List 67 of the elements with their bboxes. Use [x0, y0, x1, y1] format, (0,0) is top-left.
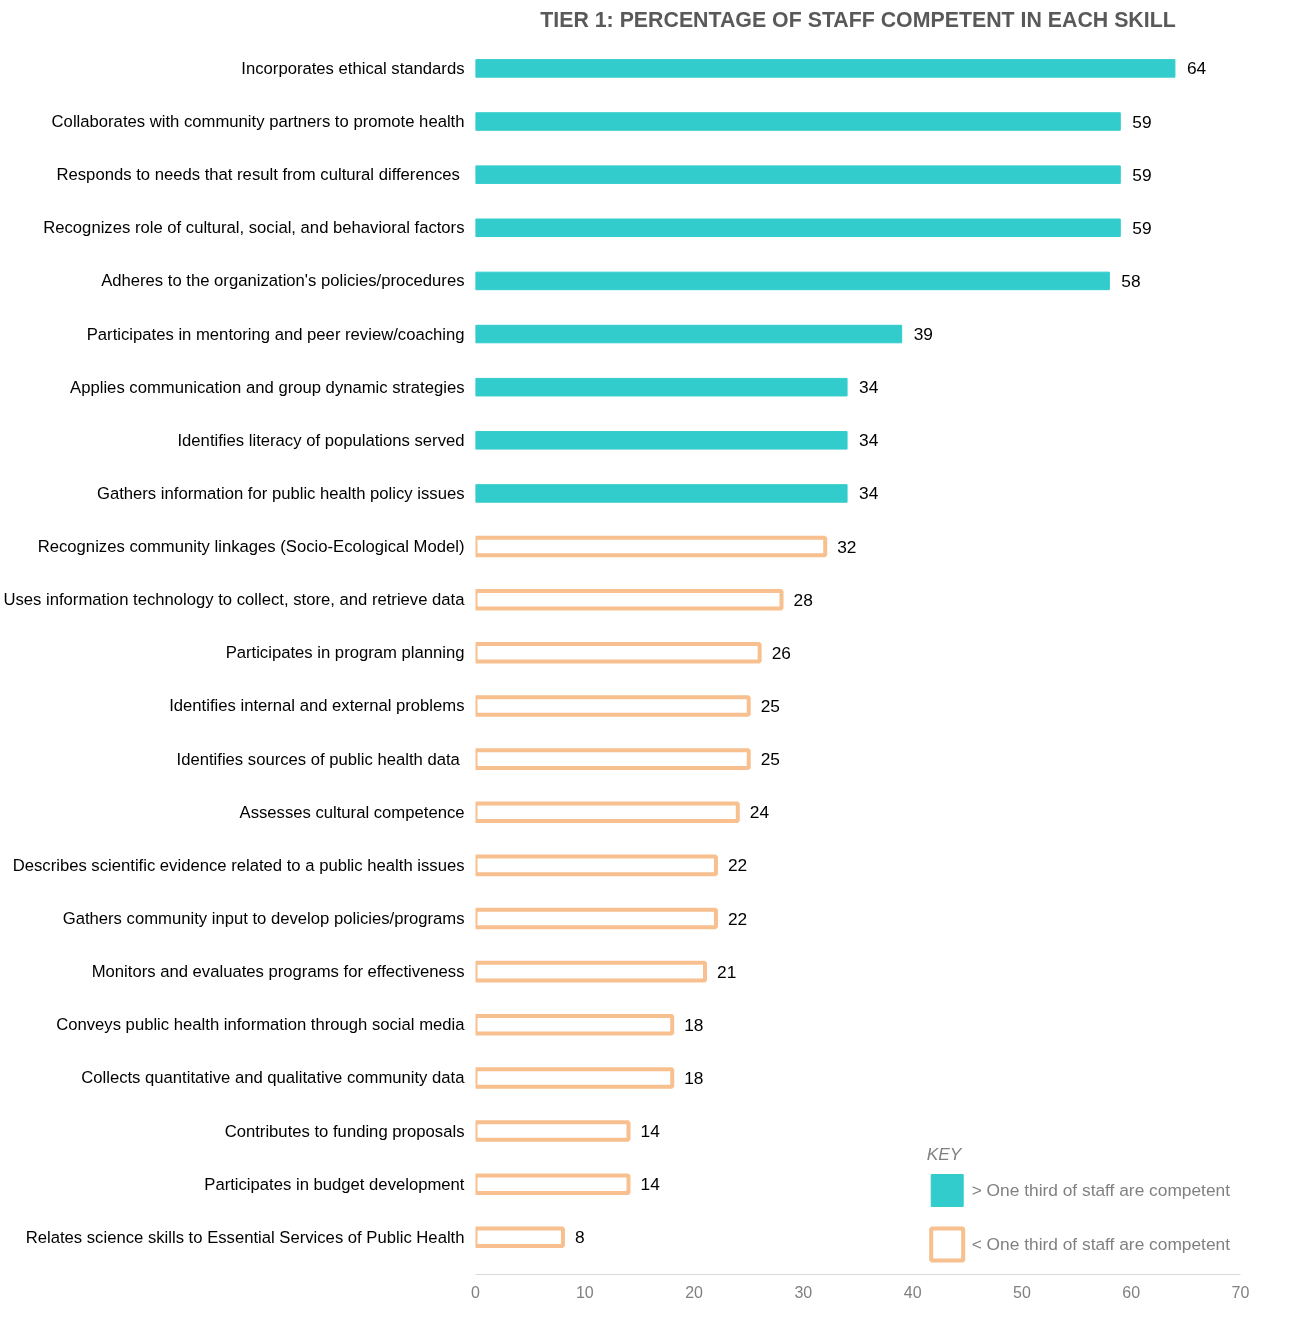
y-tick-label: Contributes to funding proposals	[224, 1121, 465, 1141]
data-label: 34	[859, 430, 879, 451]
data-label: 34	[859, 377, 879, 398]
legend-label: > One third of staff are competent	[971, 1179, 1230, 1201]
y-tick-label: Participates in budget development	[204, 1174, 465, 1194]
data-label: 21	[717, 961, 737, 982]
data-label: 59	[1132, 164, 1152, 185]
data-label: 59	[1132, 217, 1152, 238]
y-tick-label: Participates in program planning	[225, 643, 465, 663]
legend-title: KEY	[926, 1144, 963, 1165]
data-label: 14	[640, 1121, 661, 1142]
y-tick-label: Recognizes community linkages (Socio-Ecological Model)	[37, 537, 465, 557]
y-tick-label: Describes scientific evidence related to a public health issues	[12, 855, 465, 875]
y-tick-label: Collaborates with community partners to promote health	[51, 112, 465, 132]
y-tick-label: Assesses cultural competence	[239, 802, 465, 822]
x-tick-label: 50	[1013, 1283, 1031, 1301]
y-tick-label: Identifies sources of public health data	[176, 749, 461, 769]
data-label: 22	[727, 908, 748, 929]
y-tick-label: Recognizes role of cultural, social, and behavioral factors	[43, 218, 465, 238]
legend-label: < One third of staff are competent	[971, 1233, 1230, 1255]
data-label: 25	[760, 749, 780, 770]
y-tick-label: Identifies internal and external problems	[169, 696, 465, 716]
y-tick-label: Monitors and evaluates programs for effectiveness	[91, 962, 465, 982]
data-label: 39	[913, 324, 933, 345]
data-label: 58	[1121, 270, 1141, 291]
data-label: 18	[684, 1067, 704, 1088]
y-tick-label: Participates in mentoring and peer review/coaching	[86, 324, 465, 344]
data-label: 64	[1186, 58, 1207, 79]
data-label: 24	[749, 802, 770, 823]
data-label: 34	[859, 483, 879, 504]
y-tick-label: Incorporates ethical standards	[241, 58, 465, 78]
y-tick-label: Identifies literacy of populations served	[177, 430, 465, 450]
x-tick-label: 70	[1231, 1283, 1250, 1301]
data-label: 8	[574, 1227, 585, 1248]
y-tick-label: Gathers information for public health policy issues	[96, 483, 465, 503]
y-tick-label: Responds to needs that result from cultural differences	[56, 165, 460, 185]
data-label: 32	[837, 536, 857, 557]
y-tick-label: Applies communication and group dynamic strategies	[70, 377, 465, 397]
bar	[475, 59, 1176, 78]
x-tick-label: 60	[1122, 1283, 1141, 1301]
data-label: 28	[793, 589, 813, 610]
bar	[475, 324, 903, 344]
bar	[475, 112, 1121, 131]
x-tick-label: 20	[685, 1283, 704, 1301]
bar	[475, 271, 1110, 291]
x-tick-label: 10	[575, 1283, 594, 1301]
bar	[475, 431, 848, 450]
data-label: 25	[760, 695, 780, 716]
bar	[475, 377, 848, 397]
y-tick-label: Collects quantitative and qualitative community data	[81, 1068, 466, 1088]
data-label: 22	[727, 855, 748, 876]
data-label: 26	[771, 642, 791, 663]
bar	[475, 218, 1121, 238]
y-tick-label: Adheres to the organization's policies/procedures	[101, 271, 465, 291]
x-tick-label: 30	[794, 1283, 813, 1301]
y-tick-label: Conveys public health information through social media	[56, 1015, 466, 1035]
y-tick-label: Relates science skills to Essential Services of Public Health	[25, 1227, 465, 1247]
chart-title: TIER 1: PERCENTAGE OF STAFF COMPETENT IN EACH SKILL	[540, 7, 1176, 32]
bar	[475, 484, 848, 503]
y-tick-label: Gathers community input to develop policies/programs	[62, 909, 465, 929]
x-tick-label: 0	[471, 1283, 481, 1301]
data-label: 59	[1132, 111, 1152, 132]
data-label: 14	[640, 1174, 661, 1195]
bar	[475, 165, 1121, 184]
y-tick-label: Uses information technology to collect, store, and retrieve data	[3, 590, 466, 610]
data-label: 18	[684, 1014, 704, 1035]
x-tick-label: 40	[903, 1283, 922, 1301]
